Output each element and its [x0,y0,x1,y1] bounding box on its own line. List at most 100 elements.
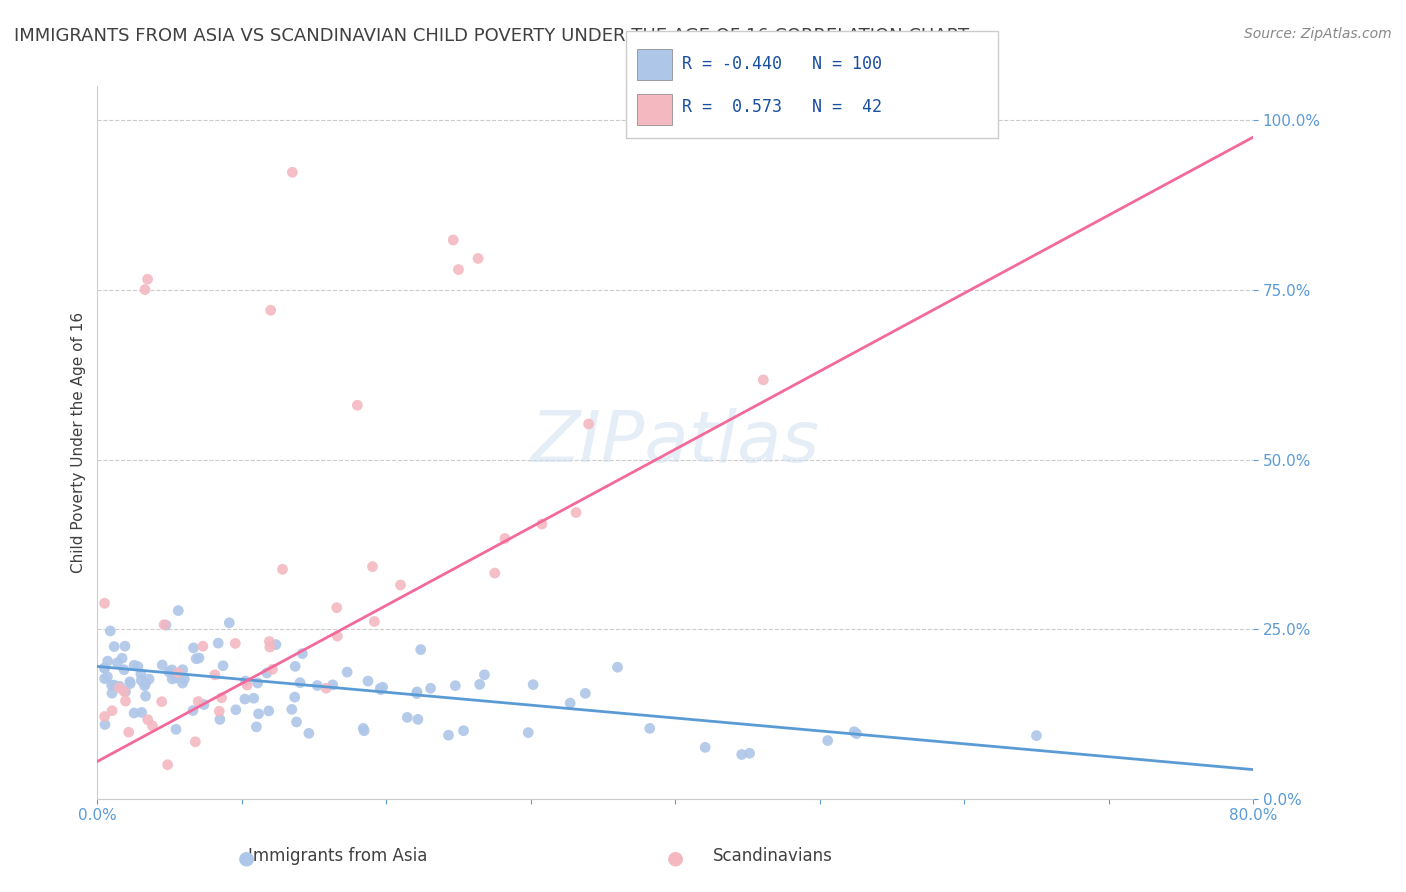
Point [134,679,156,693]
Point [467,252,489,266]
Point [188,651,211,665]
Point [371,680,394,694]
Point [484,566,506,580]
Point [738,746,761,760]
Point [167,604,190,618]
Point [173,672,195,686]
Point [453,723,475,738]
Point [281,165,304,179]
Point [264,638,287,652]
Point [285,714,308,729]
Point [181,704,204,718]
Point [233,692,256,706]
Point [150,657,173,672]
Point [114,639,136,653]
Point [246,676,269,690]
Point [112,684,135,698]
Point [284,690,307,705]
Point [131,706,153,720]
Point [114,684,136,698]
Point [284,659,307,673]
Point [225,703,247,717]
Point [245,720,267,734]
Point [165,671,187,685]
Point [103,640,125,654]
Point [191,639,214,653]
Point [361,559,384,574]
Point [93,596,115,610]
Text: ●: ● [666,848,683,868]
Text: Immigrants from Asia: Immigrants from Asia [247,847,427,865]
Point [153,617,176,632]
Point [103,678,125,692]
Text: ●: ● [238,848,254,868]
Point [114,694,136,708]
Point [817,733,839,747]
Point [97,654,120,668]
Point [108,681,131,695]
Point [136,272,159,286]
Point [262,662,284,676]
Point [94,717,117,731]
Point [186,651,208,665]
Text: ZIPatlas: ZIPatlas [530,408,820,477]
Point [243,691,266,706]
Point [135,689,157,703]
Point [315,681,337,696]
Point [165,723,187,737]
Point [298,726,321,740]
Point [160,663,183,677]
Point [322,678,344,692]
Point [101,704,124,718]
Point [444,679,467,693]
Point [224,636,246,650]
Point [235,674,257,689]
Point [560,696,582,710]
Point [326,629,349,643]
Point [118,725,141,739]
Point [129,673,152,688]
Point [530,517,553,532]
Point [406,712,429,726]
Point [93,672,115,686]
Point [307,678,329,692]
Point [405,687,427,701]
Point [441,233,464,247]
Point [157,665,180,679]
Point [291,647,314,661]
Point [336,665,359,679]
Point [155,618,177,632]
Point [172,676,194,690]
Point [136,713,159,727]
Point [260,303,283,318]
Point [129,666,152,681]
Point [1025,729,1047,743]
Point [96,670,118,684]
Point [346,398,368,412]
Point [257,704,280,718]
Point [474,667,496,681]
Point [122,706,145,720]
Text: IMMIGRANTS FROM ASIA VS SCANDINAVIAN CHILD POVERTY UNDER THE AGE OF 16 CORRELATI: IMMIGRANTS FROM ASIA VS SCANDINAVIAN CHI… [14,27,969,45]
Point [167,669,190,683]
Point [396,710,419,724]
Point [100,678,122,692]
Point [127,659,149,673]
Point [150,695,173,709]
Point [844,724,866,739]
Point [326,600,349,615]
Point [447,262,470,277]
Text: Scandinavians: Scandinavians [713,847,834,865]
Point [517,725,540,739]
Point [211,690,233,705]
Point [695,740,717,755]
Point [120,676,142,690]
Point [193,698,215,712]
Point [138,672,160,686]
Point [522,678,544,692]
Point [247,706,270,721]
Point [134,676,156,690]
Text: R = -0.440   N = 100: R = -0.440 N = 100 [682,55,882,73]
Point [731,747,754,762]
Point [98,624,121,638]
